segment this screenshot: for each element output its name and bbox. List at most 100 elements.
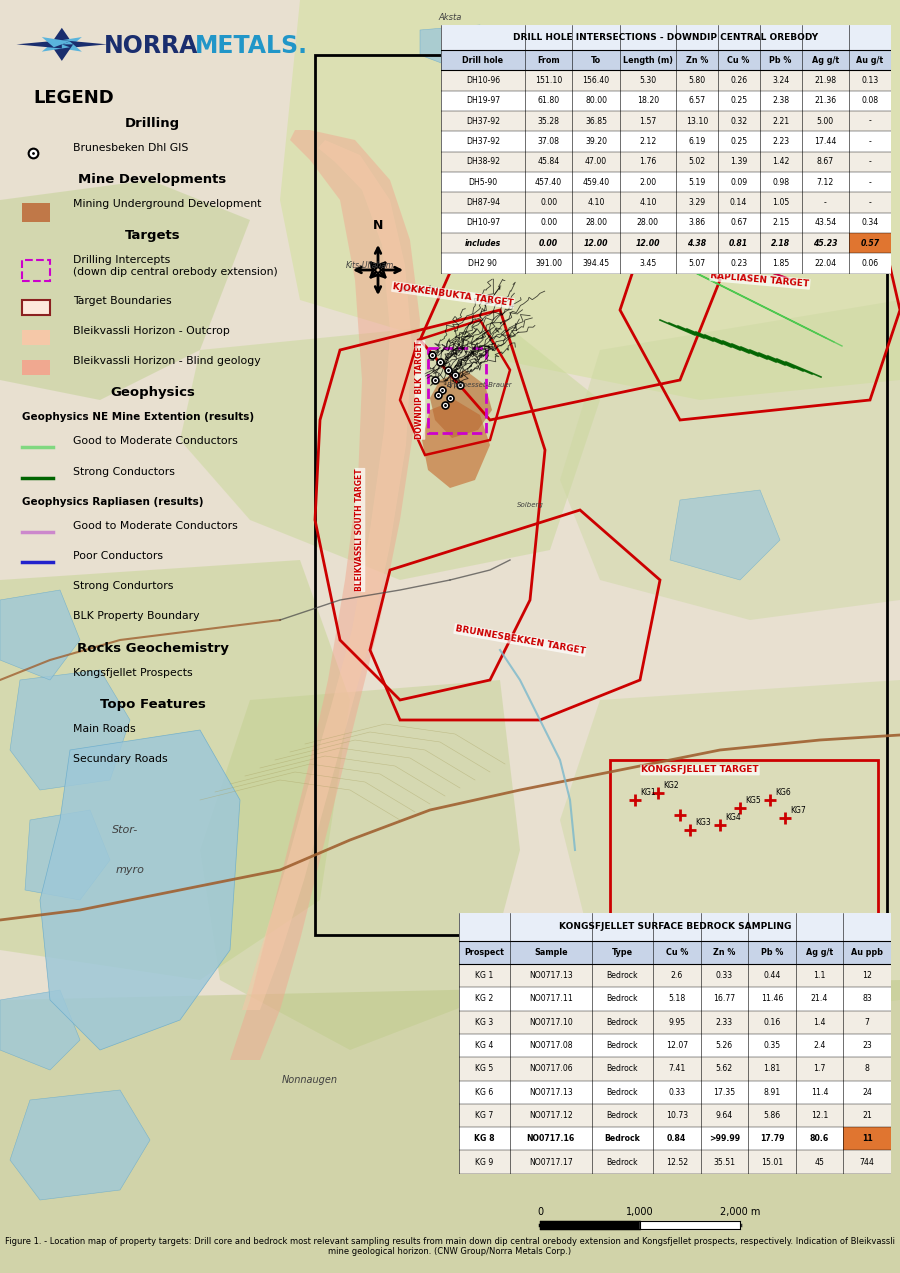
Text: 5.62: 5.62 <box>716 1064 733 1073</box>
Text: 3.29: 3.29 <box>688 199 706 207</box>
Text: DH10-96: DH10-96 <box>466 76 500 85</box>
Text: KG 2: KG 2 <box>475 994 493 1003</box>
Text: 0.57: 0.57 <box>860 238 879 248</box>
Text: 0.98: 0.98 <box>772 178 789 187</box>
Text: Good to Moderate Conductors: Good to Moderate Conductors <box>73 521 238 531</box>
Text: 2.33: 2.33 <box>716 1017 733 1027</box>
Text: -: - <box>868 178 871 187</box>
Text: 1.57: 1.57 <box>639 117 656 126</box>
Text: Brunesbeken Dhl GIS: Brunesbeken Dhl GIS <box>73 143 188 153</box>
Text: 11.4: 11.4 <box>811 1087 828 1096</box>
Text: 61.80: 61.80 <box>537 97 560 106</box>
Text: NO0717.08: NO0717.08 <box>529 1041 572 1050</box>
Text: 12: 12 <box>862 971 872 980</box>
Text: 12.1: 12.1 <box>811 1111 828 1120</box>
Text: 2.38: 2.38 <box>772 97 789 106</box>
Text: Target Boundaries: Target Boundaries <box>73 295 172 306</box>
Text: 17.44: 17.44 <box>814 137 836 146</box>
Text: Figure 1. - Location map of property targets: Drill core and bedrock most releva: Figure 1. - Location map of property tar… <box>5 1236 895 1256</box>
Text: 0.26: 0.26 <box>730 76 747 85</box>
Text: DH10-97: DH10-97 <box>466 219 500 228</box>
Text: Poor Conductors: Poor Conductors <box>73 551 163 561</box>
Text: 37.08: 37.08 <box>537 137 560 146</box>
Text: DH87-94: DH87-94 <box>466 199 500 207</box>
Text: -: - <box>868 137 871 146</box>
Polygon shape <box>0 560 350 980</box>
Text: 744: 744 <box>860 1157 875 1166</box>
Text: METALS.: METALS. <box>195 34 308 57</box>
Polygon shape <box>560 300 900 620</box>
Text: Bedrock: Bedrock <box>605 1134 640 1143</box>
Text: NO0717.13: NO0717.13 <box>529 971 572 980</box>
Text: 5.18: 5.18 <box>668 994 685 1003</box>
Text: 2.23: 2.23 <box>772 137 789 146</box>
Text: 6.57: 6.57 <box>688 97 706 106</box>
Text: 0.84: 0.84 <box>667 1134 687 1143</box>
Text: 0.13: 0.13 <box>861 76 878 85</box>
Bar <box>459 1127 891 1151</box>
Text: KG4: KG4 <box>725 813 741 822</box>
Text: 0.06: 0.06 <box>861 258 878 269</box>
Polygon shape <box>16 41 62 48</box>
Text: Topo Features: Topo Features <box>100 698 205 710</box>
Text: 2.00: 2.00 <box>639 178 656 187</box>
Text: 35.51: 35.51 <box>714 1157 735 1166</box>
Text: KG7: KG7 <box>790 806 806 815</box>
Bar <box>22 299 50 314</box>
Text: LEGEND: LEGEND <box>33 89 114 107</box>
Text: 6.19: 6.19 <box>688 137 706 146</box>
Text: 83: 83 <box>862 994 872 1003</box>
Text: N: N <box>373 219 383 232</box>
Text: 21: 21 <box>862 1111 872 1120</box>
Text: 47.00: 47.00 <box>585 158 608 167</box>
Bar <box>459 1104 891 1127</box>
Text: 45.23: 45.23 <box>813 238 838 248</box>
Text: Bedrock: Bedrock <box>607 1017 638 1027</box>
Polygon shape <box>200 680 520 1050</box>
Text: KG6: KG6 <box>775 788 791 797</box>
Text: Secundary Roads: Secundary Roads <box>73 754 167 764</box>
Text: 2.21: 2.21 <box>772 117 789 126</box>
Text: NORRA: NORRA <box>104 34 199 57</box>
Bar <box>441 70 891 90</box>
Text: 5.00: 5.00 <box>817 117 834 126</box>
Text: Geophysics NE Mine Extention (results): Geophysics NE Mine Extention (results) <box>22 412 255 423</box>
Text: 24: 24 <box>862 1087 872 1096</box>
Bar <box>610 760 878 920</box>
Text: 0: 0 <box>537 1207 543 1217</box>
Text: 1.39: 1.39 <box>730 158 747 167</box>
Text: Sample: Sample <box>534 948 568 957</box>
Text: DOWNDIP BLK TARGET: DOWNDIP BLK TARGET <box>416 341 425 439</box>
Text: Strong Conductors: Strong Conductors <box>73 467 175 476</box>
Text: 4.10: 4.10 <box>639 199 656 207</box>
Bar <box>22 330 50 345</box>
Polygon shape <box>54 42 82 52</box>
Text: 2.18: 2.18 <box>771 238 790 248</box>
Polygon shape <box>230 130 420 1060</box>
Polygon shape <box>50 45 73 61</box>
Text: DH38-92: DH38-92 <box>466 158 500 167</box>
Bar <box>441 50 891 70</box>
Text: 39.20: 39.20 <box>585 137 608 146</box>
Text: Good to Moderate Conductors: Good to Moderate Conductors <box>73 437 238 447</box>
Bar <box>459 964 891 988</box>
Text: 45: 45 <box>814 1157 824 1166</box>
Text: Nonnaugen: Nonnaugen <box>282 1074 338 1085</box>
Text: -: - <box>868 199 871 207</box>
Text: Pb %: Pb % <box>770 56 792 65</box>
Text: 0.00: 0.00 <box>540 199 557 207</box>
Polygon shape <box>54 37 82 47</box>
Text: Length (m): Length (m) <box>623 56 673 65</box>
Text: KG 9: KG 9 <box>475 1157 493 1166</box>
Text: Prospect: Prospect <box>464 948 504 957</box>
Text: Bedrock: Bedrock <box>607 994 638 1003</box>
Text: Mining Underground Development: Mining Underground Development <box>73 199 262 209</box>
Text: Bleikvassli Horizon - Outcrop: Bleikvassli Horizon - Outcrop <box>73 326 230 336</box>
Text: 0.81: 0.81 <box>729 238 748 248</box>
Text: Pb %: Pb % <box>760 948 783 957</box>
Polygon shape <box>548 34 615 75</box>
Text: 2.4: 2.4 <box>814 1041 826 1050</box>
Text: 2,000 m: 2,000 m <box>720 1207 760 1217</box>
Text: 0.16: 0.16 <box>763 1017 780 1027</box>
Text: 5.86: 5.86 <box>763 1111 780 1120</box>
